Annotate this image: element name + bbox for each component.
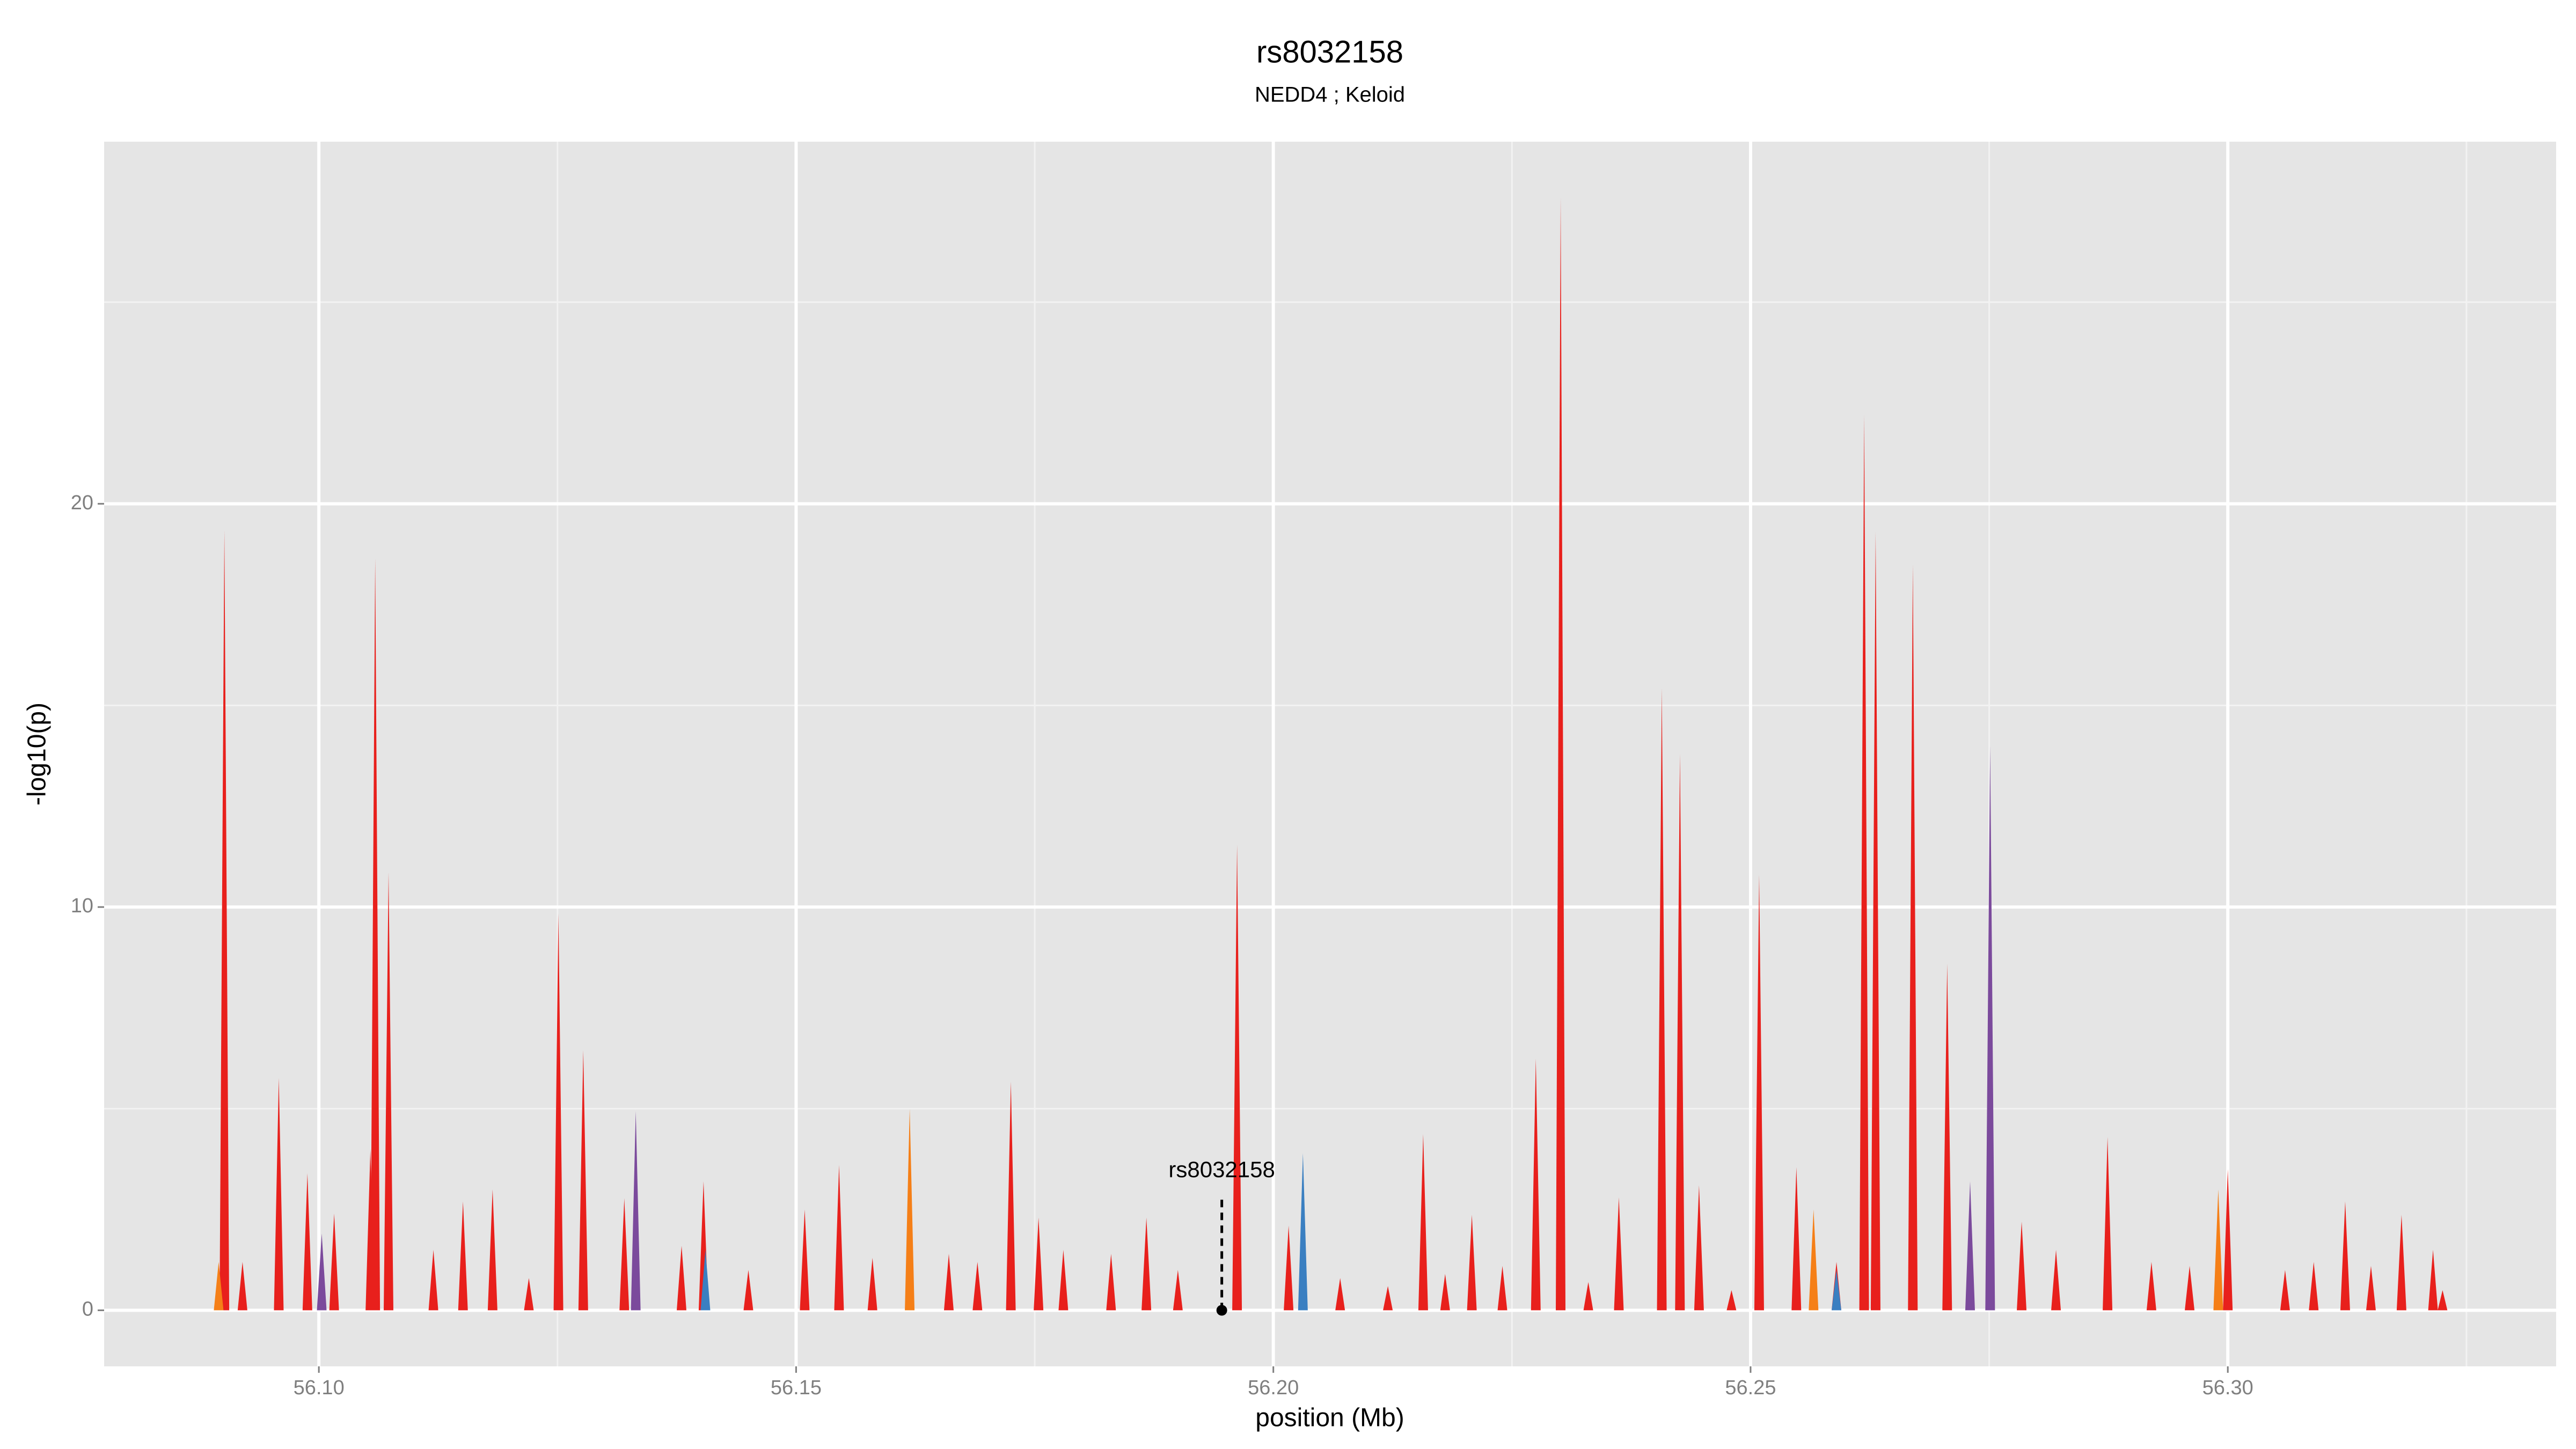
x-tick-label: 56.10 — [294, 1377, 345, 1399]
spike — [1832, 1270, 1842, 1311]
plot-background — [104, 142, 2556, 1366]
spike — [700, 1249, 711, 1311]
spike — [370, 558, 380, 1311]
spike — [2309, 1262, 2319, 1311]
x-tick-label: 56.25 — [1725, 1377, 1776, 1399]
chart-title: rs8032158 — [1256, 34, 1403, 69]
spike — [1965, 1181, 1975, 1311]
spike — [1034, 1217, 1044, 1311]
spike — [1141, 1217, 1152, 1311]
annotation-point — [1216, 1305, 1227, 1316]
spike — [619, 1198, 630, 1311]
y-tick-label: 20 — [71, 492, 93, 514]
spike — [1859, 415, 1869, 1311]
spike — [2223, 1169, 2233, 1311]
spike — [553, 913, 564, 1311]
spike — [428, 1249, 438, 1311]
spike — [1440, 1274, 1450, 1311]
spike — [1985, 745, 1995, 1311]
spike — [1106, 1254, 1116, 1311]
spike — [1383, 1286, 1393, 1311]
spike — [487, 1189, 497, 1311]
spike — [1942, 963, 1952, 1311]
x-tick-label: 56.15 — [771, 1377, 822, 1399]
spike — [1173, 1270, 1183, 1311]
spike — [2185, 1265, 2195, 1311]
spike — [1870, 532, 1880, 1311]
spike — [1614, 1197, 1624, 1311]
spike — [2280, 1270, 2290, 1311]
spike — [317, 1233, 327, 1311]
spike — [2340, 1201, 2350, 1311]
chart-subtitle: NEDD4 ; Keloid — [1255, 83, 1405, 107]
spike — [1284, 1225, 1294, 1311]
spike — [329, 1213, 339, 1311]
spike — [1556, 197, 1566, 1311]
spike — [972, 1262, 983, 1311]
spike — [1232, 844, 1242, 1311]
spike — [1694, 1185, 1704, 1311]
spike — [677, 1246, 687, 1311]
spike — [1726, 1290, 1737, 1311]
spike — [302, 1173, 312, 1311]
x-tick-label: 56.30 — [2202, 1377, 2253, 1399]
spike — [383, 872, 393, 1311]
x-tick-label: 56.20 — [1248, 1377, 1299, 1399]
spike — [2051, 1249, 2061, 1311]
annotation-label: rs8032158 — [1168, 1157, 1275, 1182]
spike — [2103, 1137, 2113, 1311]
spike — [237, 1262, 247, 1311]
spike — [631, 1111, 641, 1311]
spike — [524, 1278, 534, 1311]
spike — [2366, 1265, 2376, 1311]
spike — [1908, 564, 1918, 1311]
y-axis-label: -log10(p) — [23, 702, 52, 806]
spike — [214, 1262, 224, 1311]
spike — [834, 1165, 844, 1311]
y-tick-label: 10 — [71, 895, 93, 917]
spike — [743, 1270, 753, 1311]
spike — [2428, 1249, 2438, 1311]
spike — [1335, 1278, 1345, 1311]
spike — [2396, 1214, 2406, 1311]
spike — [1791, 1167, 1802, 1311]
spike — [2438, 1290, 2448, 1311]
spike — [1418, 1134, 1428, 1311]
spike — [867, 1257, 877, 1311]
spike — [2213, 1189, 2223, 1311]
spike — [1675, 753, 1685, 1311]
spike — [219, 530, 230, 1311]
spike — [1497, 1265, 1507, 1311]
spike — [943, 1254, 954, 1311]
spike — [578, 1050, 588, 1311]
spike — [1006, 1081, 1016, 1311]
spike — [1298, 1153, 1308, 1311]
x-axis-label: position (Mb) — [1255, 1404, 1404, 1432]
spike — [458, 1201, 468, 1311]
spike — [2146, 1262, 2156, 1311]
spike — [2017, 1221, 2027, 1311]
spike — [1657, 688, 1667, 1311]
y-tick-label: 0 — [82, 1298, 93, 1321]
spike — [1809, 1209, 1819, 1311]
spike — [800, 1209, 810, 1311]
spike — [1058, 1249, 1069, 1311]
spike — [1583, 1282, 1593, 1311]
spike — [1754, 875, 1764, 1311]
spike — [905, 1108, 915, 1311]
spike — [1531, 1058, 1541, 1311]
spike — [274, 1078, 284, 1311]
spike — [1467, 1214, 1477, 1311]
